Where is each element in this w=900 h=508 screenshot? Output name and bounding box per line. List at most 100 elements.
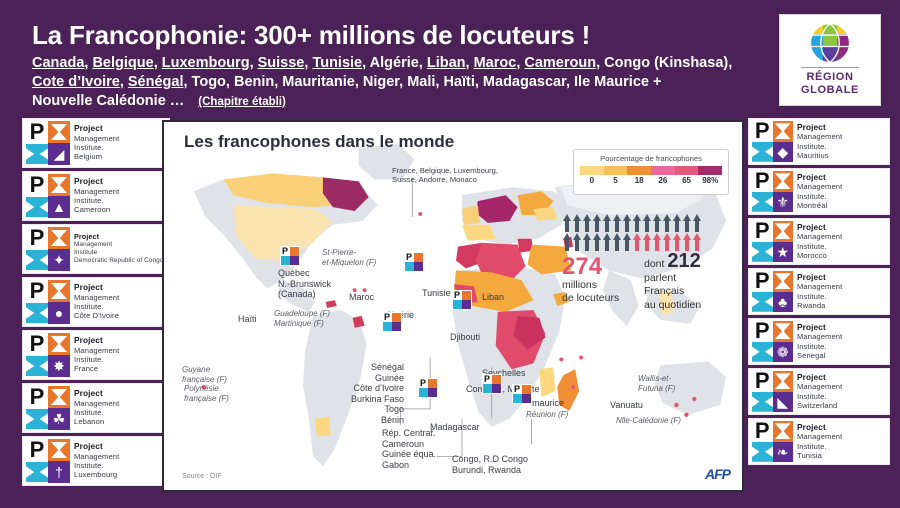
pmi-org-line-3: Institute. [797,141,827,151]
pmi-org-line-1: Project [74,176,103,187]
pmi-chapter-card-democratic-republic-of-congo[interactable]: P ✦ Project Management Institute Democratic R… [22,224,170,274]
pmi-chapter-card-senegal[interactable]: P ❁ Project Management Institute. Senegal [748,318,890,365]
pmi-chapter-text: Project Management Institute. Lebanon [74,389,119,427]
total-speakers-value: 274 [562,253,603,280]
pmi-org-line-3: Institute. [797,241,827,251]
pmi-org-line-2: Management [74,186,120,196]
map-pin-mauritius[interactable] [512,384,532,404]
pmi-org-line-1: Project [74,232,100,242]
pmi-chapter-name: Switzerland [797,400,838,410]
map-pin-maghreb[interactable] [382,312,402,332]
pictogram-figure [632,214,641,232]
legend-tick-4: 65 [682,176,691,185]
legend-tick-2: 18 [634,176,644,185]
pmi-org-line-1: Project [74,282,103,293]
pictogram-figure [602,214,611,232]
pmi-chapter-card-morocco[interactable]: P ★ Project Management Institute. Morocco [748,218,890,265]
total-speakers-label-line2: de locuteurs [562,291,620,304]
total-speakers-stat: 274 millions de locuteurs [562,255,644,312]
label-djibouti: Djibouti [450,332,481,342]
pictogram-figure [592,214,601,232]
legend-tick-5: 98% [702,176,719,185]
label-guyane: Guyane française (F) [182,365,227,384]
pmi-logo-icon: P ◆ [752,121,793,162]
map-pin-liban[interactable] [452,290,472,310]
pmi-chapter-card-mauritius[interactable]: P ◆ Project Management Institute. Mauritius [748,118,890,165]
pictogram-figure [572,233,581,251]
map-pin-quebec[interactable] [280,246,300,266]
legend-tick-1: 5 [613,176,618,185]
pmi-chapter-name: Luxembourg [74,470,118,480]
map-pin-europe[interactable] [404,252,424,272]
daily-speakers-stat: dont 212 parlent Français au quotidien [644,251,701,312]
pmi-chapter-card-luxembourg[interactable]: P † Project Management Institute. Luxembourg [22,436,170,486]
pmi-chapter-text: Project Management Institute. Côte D'Ivoire [74,282,119,321]
ivory-coast-elephant-icon: ● [48,302,70,324]
pictogram-figure [582,233,591,251]
pmi-chapter-card-rwanda[interactable]: P ♣ Project Management Institute. Rwanda [748,268,890,315]
label-seychelles: Seychelles [482,368,526,378]
pmi-chapter-card-france[interactable]: P ✸ Project Management Institute. France [22,330,170,380]
map-pin-indian-ocean[interactable] [482,374,502,394]
pmi-org-line-2: Management [797,232,843,242]
pmi-org-line-2: Management [74,345,120,355]
pmi-chapter-text: Project Management Institute. Senegal [797,321,843,360]
pmi-org-line-2: Management [74,241,113,249]
label-quebec: Québec N.-Brunswick (Canada) [278,268,332,299]
pmi-logo-icon: P ▲ [26,174,70,218]
pmi-org-line-2: Management [797,332,843,342]
pmi-chapter-card-tunisia[interactable]: P ❧ Project Management Institute. Tunisia [748,418,890,465]
daily-speakers-value: 212 [667,250,701,272]
pmi-chapter-card-montr-al[interactable]: P ⚜ Project Management Institute. Montréal [748,168,890,215]
label-guadeloupe: Guadeloupe (F) Martinique (F) [274,309,331,328]
pmi-chapter-text: Project Management Institute. France [74,336,120,374]
pictogram-row-1 [562,214,734,232]
pmi-chapter-card-c-te-d-ivoire[interactable]: P ● Project Management Institute. Côte D'Ivoi… [22,277,170,327]
pmi-org-line-3: Institute. [74,196,104,205]
pmi-org-line-3: Institute [74,249,98,256]
pmi-logo-icon: P ❁ [752,321,793,362]
pmi-logo-icon: P ● [26,280,70,324]
pmi-chapter-name: Montréal [797,200,828,210]
pictogram-figure [572,214,581,232]
pictogram-figure [612,233,621,251]
legend-swatch-5 [698,166,723,175]
legend-swatch-0 [580,166,604,175]
map-source-note: Source : OIF [182,473,222,480]
pmi-chapter-card-cameroon[interactable]: P ▲ Project Management Institute. Cameroon [22,171,170,221]
pmi-org-line-1: Project [797,121,826,132]
pmi-logo-icon: P ◢ [26,121,70,165]
matterhorn-icon: ◣ [772,391,793,412]
legend-swatch-2 [627,166,652,175]
pmi-org-line-1: Project [797,171,826,182]
pmi-org-line-2: Management [797,132,843,142]
pmi-org-line-3: Institute. [797,391,827,401]
map-pin-central-africa[interactable] [418,378,438,398]
daily-label-line1: parlent [644,271,677,284]
pictogram-figure [692,214,701,232]
congo-map-icon: ✦ [48,249,70,271]
pictogram-figure [662,233,671,251]
pmi-org-line-1: Project [797,321,826,332]
pmi-chapter-text: Project Management Institute. Cameroon [74,176,120,215]
statistics-numbers: 274 millions de locuteurs dont 212 parle… [562,251,734,312]
label-central-africa: Rép. Centraf. Cameroun Guinée équa. Gabo… [382,428,437,470]
region-globale-badge: RÉGION GLOBALE [779,14,881,106]
pmi-chapter-card-belgium[interactable]: P ◢ Project Management Institute. Belgium [22,118,170,168]
pictogram-figure [682,214,691,232]
mauritius-island-icon: ◆ [772,141,793,162]
pmi-logo-icon: P ♣ [752,271,793,312]
pmi-chapter-card-lebanon[interactable]: P ☘ Project Management Institute. Lebanon [22,383,170,433]
pmi-chapter-text: Project Management Institute. Switzerland [797,372,842,410]
sidebar-left: P ◢ Project Management Institute. Belgium P ▲ Pr… [22,118,170,486]
label-st-pierre: St-Pierre- et-Miquelon (F) [322,248,377,267]
pmi-chapter-name: Morocco [797,250,827,260]
pmi-chapter-card-switzerland[interactable]: P ◣ Project Management Institute. Switzerland [748,368,890,415]
label-maurice: maurice [532,398,565,408]
pictogram-figure [672,214,681,232]
pmi-logo-icon: P ★ [752,221,793,262]
luxembourg-tower-icon: † [48,461,70,483]
pmi-org-line-2: Management [74,451,120,461]
pmi-chapter-name: Belgium [74,152,103,162]
pmi-chapter-text: Project Management Institute. Tunisia [797,422,842,460]
